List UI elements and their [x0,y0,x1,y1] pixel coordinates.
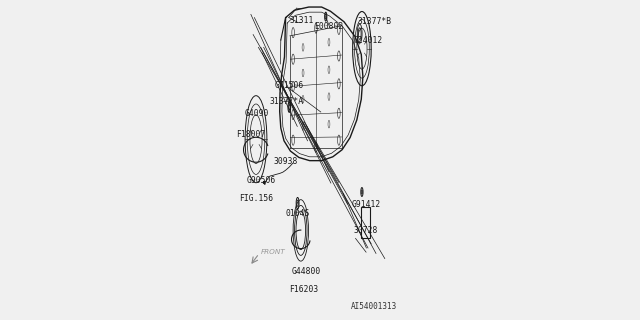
Text: G91412: G91412 [352,200,381,209]
Text: 31311: 31311 [289,16,314,25]
Text: 30938: 30938 [273,157,298,166]
Text: 30728: 30728 [354,226,378,235]
Text: G44800: G44800 [292,267,321,276]
Text: G4090: G4090 [245,109,269,118]
Text: FRONT: FRONT [260,249,285,255]
Text: 31377*A: 31377*A [270,97,304,106]
Text: F16203: F16203 [289,285,318,294]
Bar [361,207,370,238]
Text: 0104S: 0104S [285,209,310,218]
Text: E00802: E00802 [314,22,344,31]
Text: G24012: G24012 [353,36,383,45]
Text: G90506: G90506 [246,176,275,185]
Text: G71506: G71506 [274,81,303,90]
Text: FIG.156: FIG.156 [239,194,273,203]
Text: AI54001313: AI54001313 [351,302,397,311]
Text: F18007: F18007 [236,130,266,139]
Text: 31377*B: 31377*B [357,17,392,26]
Polygon shape [263,182,265,184]
